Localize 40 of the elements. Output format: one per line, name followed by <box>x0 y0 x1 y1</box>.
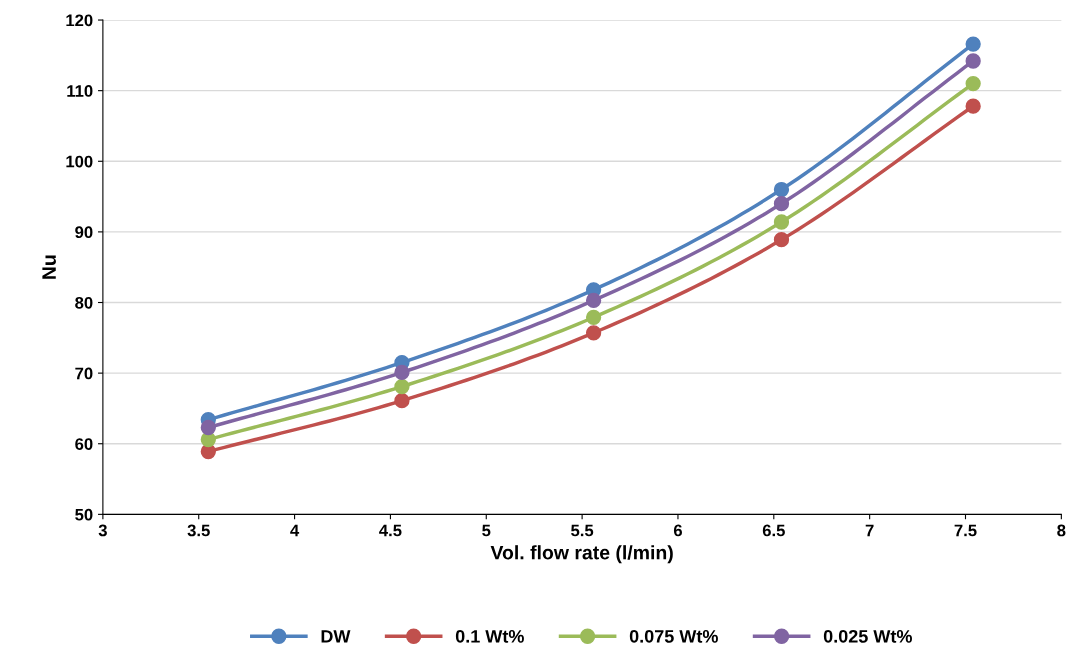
point <box>773 214 790 230</box>
point <box>585 325 602 341</box>
point <box>394 393 410 409</box>
y-tick-label: 60 <box>75 438 93 450</box>
point <box>965 75 981 92</box>
x-tick-label: 4 <box>290 524 300 537</box>
legend-label: 0.1 Wt% <box>455 629 524 643</box>
point <box>200 419 216 436</box>
x-tick-label: 8 <box>1057 524 1066 537</box>
x-tick-label: 6.5 <box>762 524 785 537</box>
legend-label: 0.025 Wt% <box>823 629 912 643</box>
point <box>394 378 410 395</box>
point <box>965 36 981 52</box>
x-tick-label: 6 <box>673 524 682 537</box>
point <box>773 196 790 212</box>
legend-label: DW <box>321 630 351 643</box>
x-tick-label: 3.5 <box>187 524 210 537</box>
x-axis-title: Vol. flow rate (l/min) <box>490 545 673 564</box>
x-tick-label: 7.5 <box>954 524 977 537</box>
y-tick-label: 100 <box>66 155 93 168</box>
x-tick-label: 3 <box>98 524 107 537</box>
point <box>585 309 602 325</box>
point <box>773 232 790 248</box>
y-tick-label: 70 <box>75 367 93 380</box>
y-axis-title: Nu <box>42 255 56 279</box>
x-tick-label: 5.5 <box>571 524 594 537</box>
x-tick-label: 5 <box>482 524 491 537</box>
point <box>773 181 790 198</box>
point <box>965 53 981 69</box>
point <box>965 98 981 114</box>
legend-label: 0.075 Wt% <box>629 629 718 643</box>
point <box>394 364 410 381</box>
y-tick-label: 80 <box>75 296 93 309</box>
y-tick-label: 50 <box>75 508 93 521</box>
x-tick-label: 4.5 <box>379 524 402 537</box>
point <box>585 292 602 309</box>
y-tick-label: 90 <box>75 226 93 239</box>
y-tick-label: 120 <box>66 14 93 27</box>
y-tick-label: 110 <box>67 85 93 97</box>
x-tick-label: 7 <box>865 524 874 537</box>
